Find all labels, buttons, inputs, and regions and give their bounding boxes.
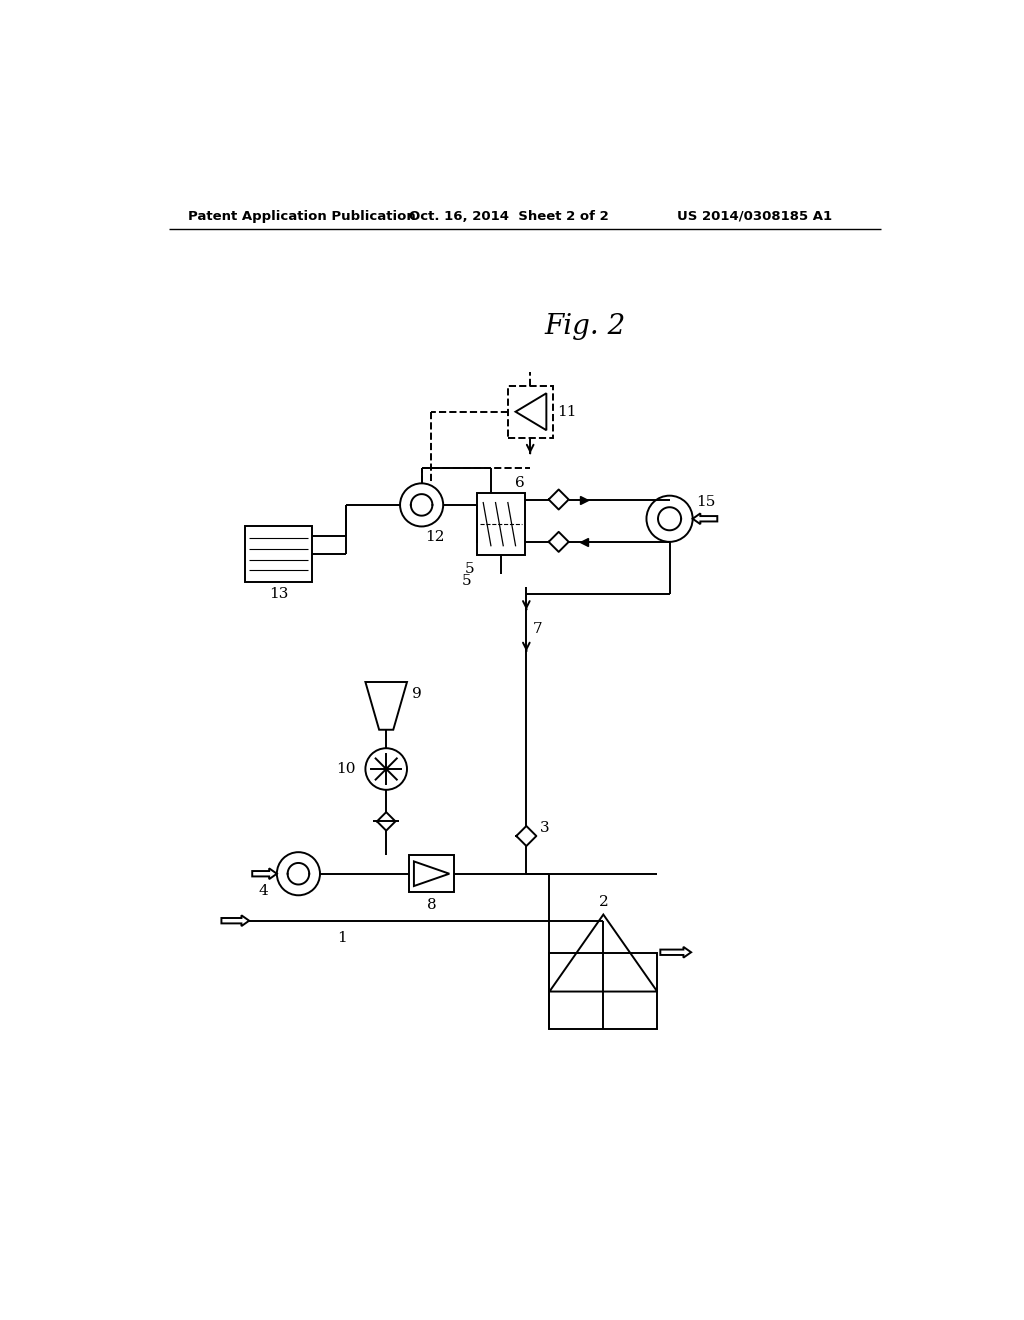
Bar xyxy=(477,494,524,554)
Text: 8: 8 xyxy=(427,898,436,912)
Text: 7: 7 xyxy=(532,622,542,636)
Text: 6: 6 xyxy=(515,475,524,490)
Text: 4: 4 xyxy=(258,883,268,898)
Text: 3: 3 xyxy=(540,821,549,836)
Text: 12: 12 xyxy=(425,531,445,544)
Bar xyxy=(410,855,454,892)
Text: 11: 11 xyxy=(557,405,577,418)
Bar xyxy=(550,953,657,1028)
Bar xyxy=(508,385,553,438)
Text: 9: 9 xyxy=(412,688,421,701)
Text: Patent Application Publication: Patent Application Publication xyxy=(188,210,416,223)
Text: 2: 2 xyxy=(598,895,608,909)
Text: Fig. 2: Fig. 2 xyxy=(544,313,626,339)
Text: Oct. 16, 2014  Sheet 2 of 2: Oct. 16, 2014 Sheet 2 of 2 xyxy=(410,210,609,223)
Bar xyxy=(245,527,312,582)
Text: 13: 13 xyxy=(268,587,288,601)
Text: 5: 5 xyxy=(465,562,474,576)
Text: 1: 1 xyxy=(337,931,347,945)
Text: 10: 10 xyxy=(336,762,355,776)
Text: 5: 5 xyxy=(461,574,471,589)
Text: 15: 15 xyxy=(696,495,716,508)
Text: US 2014/0308185 A1: US 2014/0308185 A1 xyxy=(677,210,833,223)
